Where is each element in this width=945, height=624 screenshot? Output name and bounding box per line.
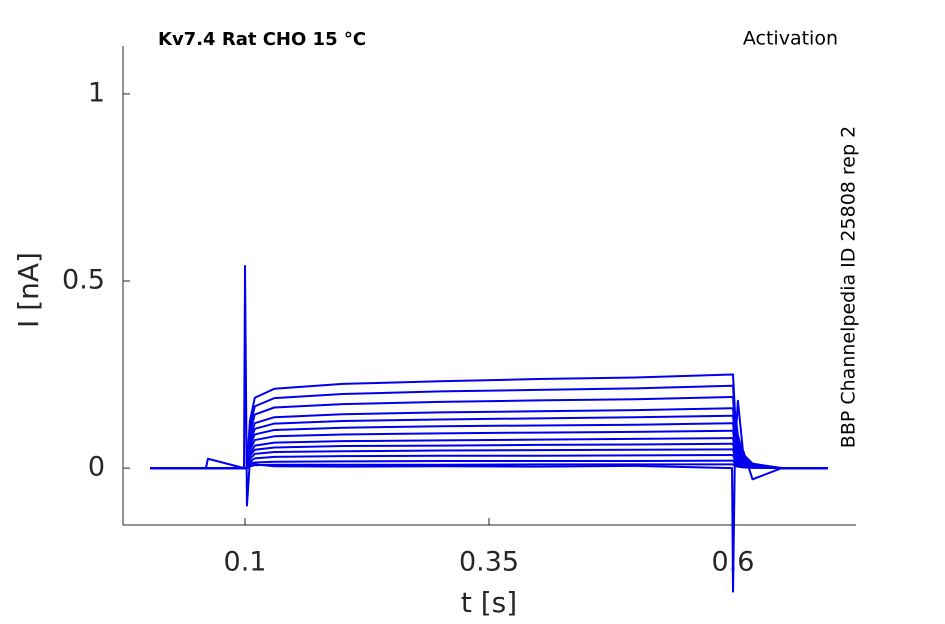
x-tick-label: 0.35 bbox=[459, 547, 519, 578]
y-tick-label: 1 bbox=[88, 77, 105, 108]
trace bbox=[150, 373, 828, 470]
chart-title: Kv7.4 Rat CHO 15 °C bbox=[158, 29, 366, 50]
annotation: BBP Channelpedia ID 25808 rep 2 bbox=[838, 126, 860, 448]
y-tick-label: 0.5 bbox=[62, 265, 105, 296]
y-tick-label: 0 bbox=[88, 452, 105, 483]
y-axis-label: I [nA] bbox=[12, 252, 45, 328]
x-tick-label: 0.1 bbox=[224, 547, 267, 578]
trace bbox=[150, 265, 828, 593]
chart-subtitle: Activation bbox=[743, 28, 838, 50]
x-axis-label: t [s] bbox=[461, 586, 517, 619]
